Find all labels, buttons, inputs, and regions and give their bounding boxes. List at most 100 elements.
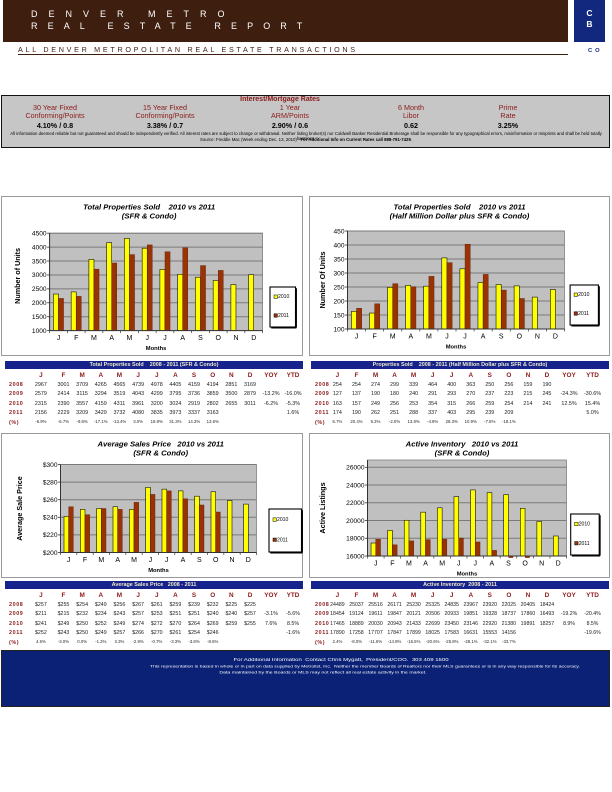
svg-text:D: D	[246, 557, 251, 564]
svg-text:M: M	[439, 561, 445, 568]
svg-text:4500: 4500	[32, 231, 47, 238]
svg-text:O: O	[522, 561, 528, 568]
svg-text:F: F	[390, 561, 394, 568]
svg-text:(SFR & Condo): (SFR & Condo)	[122, 212, 177, 221]
svg-text:M: M	[425, 334, 431, 341]
svg-text:A: A	[181, 557, 186, 564]
svg-text:2010: 2010	[578, 292, 589, 298]
svg-text:Average Sale Price: Average Sale Price	[15, 476, 24, 540]
svg-text:A: A	[109, 335, 114, 342]
svg-text:Months: Months	[146, 346, 167, 352]
svg-text:M: M	[91, 335, 97, 342]
svg-text:100: 100	[333, 326, 344, 333]
svg-text:$260: $260	[43, 497, 58, 504]
svg-text:J: J	[163, 335, 167, 342]
svg-text:M: M	[131, 557, 137, 564]
svg-text:$280: $280	[43, 479, 58, 486]
svg-text:$220: $220	[43, 532, 58, 539]
svg-text:Months: Months	[445, 345, 466, 351]
svg-text:22000: 22000	[346, 500, 365, 507]
svg-text:J: J	[149, 557, 153, 564]
svg-text:(SFR & Condo): (SFR & Condo)	[133, 449, 188, 458]
svg-text:F: F	[372, 334, 376, 341]
svg-text:M: M	[406, 561, 412, 568]
svg-text:150: 150	[333, 312, 344, 319]
svg-text:24000: 24000	[346, 482, 365, 489]
svg-text:1000: 1000	[32, 328, 47, 335]
svg-text:Number Of Units: Number Of Units	[318, 251, 327, 308]
svg-text:D: D	[552, 334, 557, 341]
svg-text:Active Listings: Active Listings	[318, 482, 327, 533]
svg-text:2010: 2010	[578, 521, 589, 527]
svg-text:J: J	[374, 561, 378, 568]
svg-text:N: N	[539, 561, 544, 568]
svg-text:A: A	[180, 335, 185, 342]
svg-text:26000: 26000	[346, 465, 365, 472]
svg-text:2500: 2500	[32, 286, 47, 293]
svg-text:$240: $240	[43, 515, 58, 522]
svg-text:3500: 3500	[32, 258, 47, 265]
svg-text:J: J	[354, 334, 358, 341]
svg-text:A: A	[423, 561, 428, 568]
svg-text:1500: 1500	[32, 314, 47, 321]
svg-text:J: J	[463, 334, 467, 341]
svg-text:Total Properties Sold 2010: Total Properties Sold 2010 vs 2011	[83, 203, 215, 212]
svg-text:300: 300	[333, 270, 344, 277]
svg-text:O: O	[516, 334, 522, 341]
svg-text:2011: 2011	[278, 313, 289, 319]
svg-text:J: J	[57, 335, 61, 342]
svg-text:J: J	[445, 334, 449, 341]
svg-text:J: J	[145, 335, 149, 342]
svg-text:18000: 18000	[346, 536, 365, 543]
svg-text:(Half Million Dollar plus SFR: (Half Million Dollar plus SFR & Condo)	[389, 212, 529, 221]
svg-text:450: 450	[333, 228, 344, 235]
svg-text:S: S	[498, 334, 503, 341]
svg-text:2011: 2011	[578, 311, 589, 317]
svg-text:S: S	[198, 335, 203, 342]
svg-text:$300: $300	[43, 462, 58, 469]
svg-text:Active Inventory 2010 vs 201: Active Inventory 2010 vs 2011	[404, 440, 518, 449]
svg-text:N: N	[229, 557, 234, 564]
svg-text:N: N	[233, 335, 238, 342]
svg-text:2010: 2010	[277, 517, 288, 523]
svg-text:A: A	[489, 561, 494, 568]
svg-text:2011: 2011	[277, 537, 288, 543]
svg-text:Average Sales Price 2010 vs: Average Sales Price 2010 vs 2011	[97, 440, 224, 449]
svg-text:S: S	[506, 561, 511, 568]
svg-text:M: M	[389, 334, 395, 341]
svg-text:D: D	[251, 335, 256, 342]
svg-text:J: J	[165, 557, 169, 564]
svg-text:350: 350	[333, 256, 344, 263]
svg-text:250: 250	[333, 284, 344, 291]
svg-text:Number of Units: Number of Units	[13, 248, 22, 304]
svg-text:J: J	[67, 557, 71, 564]
svg-text:Months: Months	[456, 572, 477, 578]
svg-text:S: S	[197, 557, 202, 564]
svg-text:16000: 16000	[346, 553, 365, 560]
svg-text:D: D	[555, 561, 560, 568]
svg-text:2000: 2000	[32, 300, 47, 307]
svg-text:20000: 20000	[346, 518, 365, 525]
svg-text:O: O	[216, 335, 222, 342]
svg-text:A: A	[480, 334, 485, 341]
svg-text:2011: 2011	[578, 541, 589, 547]
svg-text:Months: Months	[148, 568, 169, 574]
svg-text:2010: 2010	[278, 294, 289, 300]
svg-text:O: O	[213, 557, 219, 564]
svg-text:F: F	[83, 557, 87, 564]
svg-text:J: J	[473, 561, 477, 568]
svg-text:4000: 4000	[32, 244, 47, 251]
svg-text:A: A	[408, 334, 413, 341]
svg-text:$200: $200	[43, 550, 58, 557]
svg-text:Total Properties Sold 2010: Total Properties Sold 2010 vs 2011	[393, 203, 525, 212]
svg-text:M: M	[98, 557, 104, 564]
svg-text:200: 200	[333, 298, 344, 305]
svg-text:N: N	[534, 334, 539, 341]
svg-text:A: A	[115, 557, 120, 564]
svg-text:F: F	[74, 335, 78, 342]
svg-text:(SFR & Condo): (SFR & Condo)	[434, 449, 489, 458]
svg-text:M: M	[127, 335, 133, 342]
svg-text:J: J	[456, 561, 460, 568]
svg-text:3000: 3000	[32, 272, 47, 279]
svg-text:400: 400	[333, 242, 344, 249]
